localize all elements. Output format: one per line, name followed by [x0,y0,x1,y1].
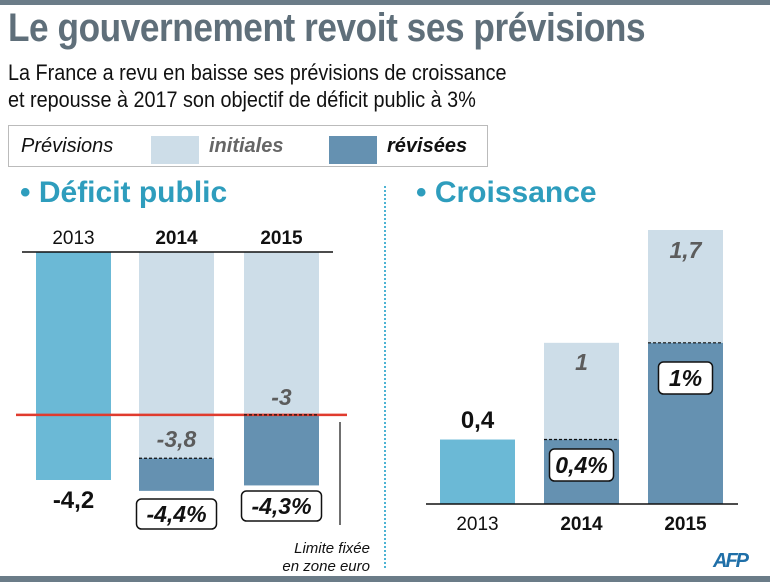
deficit-initial-label-2014: -3,8 [157,426,197,452]
deficit-revised-label-2014-box [135,498,218,530]
growth-section-title: • Croissance [416,176,597,209]
deficit-year-label-2014: 2014 [155,228,198,249]
growth-initial-label-2014: 1 [575,349,588,375]
page-title: Le gouvernement revoit ses prévisions [8,6,646,50]
growth-revised-label-2015: 1% [669,365,702,391]
deficit-value-2013: -4,2 [53,487,94,514]
deficit-bar-initial-2015 [244,252,319,415]
legend-initial-label: initiales [209,135,284,157]
top-border [0,0,770,5]
deficit-year-label-2013: 2013 [52,228,94,249]
deficit-revised-label-2014: -4,4% [146,501,206,527]
deficit-revised-label-2015: -4,3% [251,493,311,519]
deficit-bar-2013 [36,252,111,480]
growth-revised-label-2014: 0,4% [555,452,607,478]
growth-bar-initial-2014 [544,342,619,440]
growth-bar-initial-2015 [648,230,723,343]
section-divider [384,186,386,568]
bottom-border [0,576,770,582]
deficit-limit-label-1: Limite fixée [294,540,370,557]
deficit-limit-label-2: en zone euro [282,558,370,575]
legend-label: Prévisions [21,135,114,157]
growth-year-label-2014: 2014 [560,514,603,535]
growth-value-2013: 0,4 [461,407,495,434]
deficit-bar-revised-2015 [244,414,319,486]
growth-revised-label-2014-box [548,448,615,482]
growth-initial-label-2015: 1,7 [670,237,703,263]
subtitle-line-2: et repousse à 2017 son objectif de défic… [8,87,476,112]
growth-bar-2013 [440,439,515,504]
legend: Prévisions initiales révisées [8,125,488,167]
subtitle-line-1: La France a revu en baisse ses prévision… [8,60,507,85]
deficit-revised-label-2015-box [240,490,323,522]
afp-logo: AFP [713,550,749,572]
deficit-initial-label-2015: -3 [271,384,292,410]
legend-swatch-revised [329,136,377,164]
legend-revised-label: révisées [387,135,468,157]
legend-swatch-initial [151,136,199,164]
growth-year-label-2013: 2013 [456,514,498,535]
deficit-bar-revised-2014 [139,458,214,491]
deficit-bar-initial-2014 [139,252,214,459]
growth-year-label-2015: 2015 [664,514,707,535]
growth-revised-label-2015-box [657,361,714,395]
deficit-year-label-2015: 2015 [260,228,303,249]
deficit-section-title: • Déficit public [20,176,228,209]
